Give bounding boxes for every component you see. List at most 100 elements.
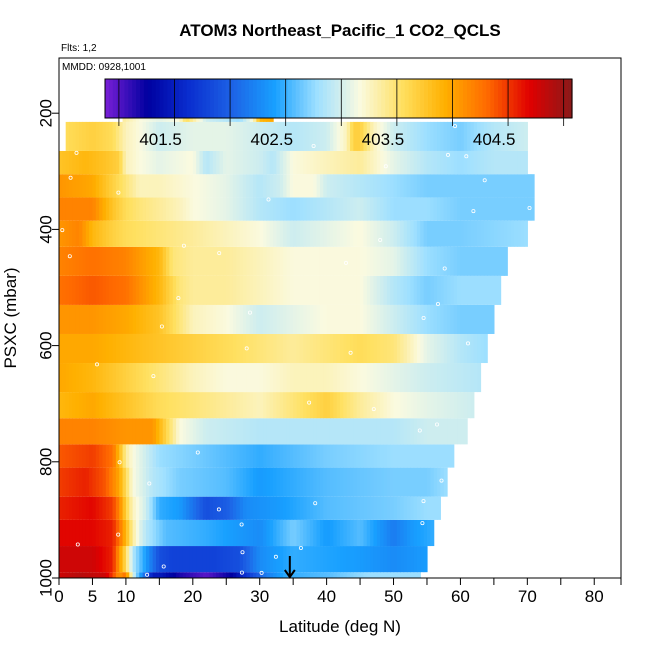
band-cell — [326, 363, 331, 393]
band-cell — [306, 333, 311, 364]
band-cell — [423, 363, 428, 393]
sample-dot — [60, 228, 65, 233]
sample-dot — [434, 422, 439, 427]
band-cell — [373, 418, 378, 445]
band-cell — [263, 418, 268, 445]
band-cell — [406, 304, 411, 334]
band-cell — [440, 333, 445, 364]
band-cell — [129, 246, 134, 276]
band-cell — [430, 444, 435, 468]
band-cell — [109, 467, 114, 497]
band-cell — [65, 363, 70, 393]
band-cell — [196, 150, 201, 175]
band-cell — [135, 333, 140, 364]
band-cell — [447, 363, 451, 393]
colorbar-cell — [381, 79, 386, 118]
band-cell — [95, 418, 100, 445]
band-cell — [212, 304, 217, 334]
band-cell — [119, 150, 124, 175]
band-cell — [269, 572, 274, 578]
band-cell — [406, 519, 411, 547]
band-cell — [189, 546, 194, 573]
band-cell — [293, 174, 298, 198]
band-cell — [162, 121, 167, 151]
band-cell — [132, 496, 137, 520]
band-cell — [363, 333, 368, 364]
colorbar-cell — [284, 79, 289, 118]
colorbar-cell — [455, 79, 460, 118]
band-cell — [256, 496, 261, 520]
band-cell — [222, 121, 227, 151]
colorbar-frame — [104, 78, 573, 119]
band-cell — [457, 418, 462, 445]
band-cell — [89, 418, 94, 445]
band-cell — [283, 363, 288, 393]
band-cell — [450, 392, 455, 419]
band-10 — [59, 304, 495, 334]
band-cell — [132, 246, 137, 276]
band-cell — [333, 246, 338, 276]
sample-dot — [147, 481, 152, 486]
band-cell — [85, 546, 90, 573]
band-cell — [82, 121, 87, 151]
band-cell — [410, 392, 415, 419]
colorbar-cell — [513, 79, 519, 118]
band-cell — [473, 363, 478, 393]
band-cell — [263, 121, 268, 151]
band-cell — [266, 444, 271, 468]
band-cell — [373, 467, 378, 497]
band-cell — [346, 519, 351, 547]
band-cell — [232, 363, 237, 393]
band-cell — [236, 546, 241, 573]
band-cell — [149, 418, 154, 445]
band-cell — [112, 363, 117, 393]
band-cell — [59, 496, 63, 520]
band-cell — [216, 246, 221, 276]
band-cell — [253, 496, 257, 520]
sample-dot — [67, 254, 72, 259]
colorbar-cell — [447, 79, 452, 118]
band-cell — [196, 444, 201, 468]
band-cell — [156, 444, 160, 468]
band-cell — [396, 197, 401, 221]
band-cell — [105, 246, 110, 276]
band-cell — [89, 333, 94, 364]
band-cell — [413, 467, 418, 497]
band-cell — [386, 496, 391, 520]
band-cell — [493, 150, 498, 175]
band-cell — [507, 220, 512, 247]
band-cell — [457, 363, 462, 393]
band-1 — [59, 546, 428, 573]
band-cell — [266, 519, 271, 547]
band-cell — [396, 121, 401, 151]
band-cell — [437, 392, 441, 419]
band-cell — [65, 333, 70, 364]
band-cell — [366, 467, 371, 497]
band-cell — [323, 275, 328, 305]
band-cell — [92, 121, 97, 151]
colorbar-cell — [556, 79, 561, 118]
band-cell — [196, 496, 201, 520]
band-cell — [313, 392, 318, 419]
band-cell — [443, 467, 448, 497]
band-cell — [129, 220, 134, 247]
band-cell — [212, 572, 217, 578]
band-cell — [135, 363, 140, 393]
band-cell — [356, 467, 361, 497]
colorbar-cell — [435, 79, 441, 118]
band-cell — [386, 220, 391, 247]
colorbar-cell — [194, 79, 199, 118]
band-cell — [212, 174, 217, 198]
band-cell — [376, 467, 381, 497]
band-cell — [403, 333, 408, 364]
band-cell — [236, 197, 241, 221]
band-cell — [480, 197, 485, 221]
colorbar-cell — [311, 79, 316, 118]
band-cell — [186, 275, 191, 305]
band-cell — [443, 150, 448, 175]
band-cell — [182, 333, 187, 364]
band-cell — [206, 467, 211, 497]
band-cell — [149, 150, 154, 175]
band-cell — [487, 150, 492, 175]
band-cell — [323, 220, 328, 247]
